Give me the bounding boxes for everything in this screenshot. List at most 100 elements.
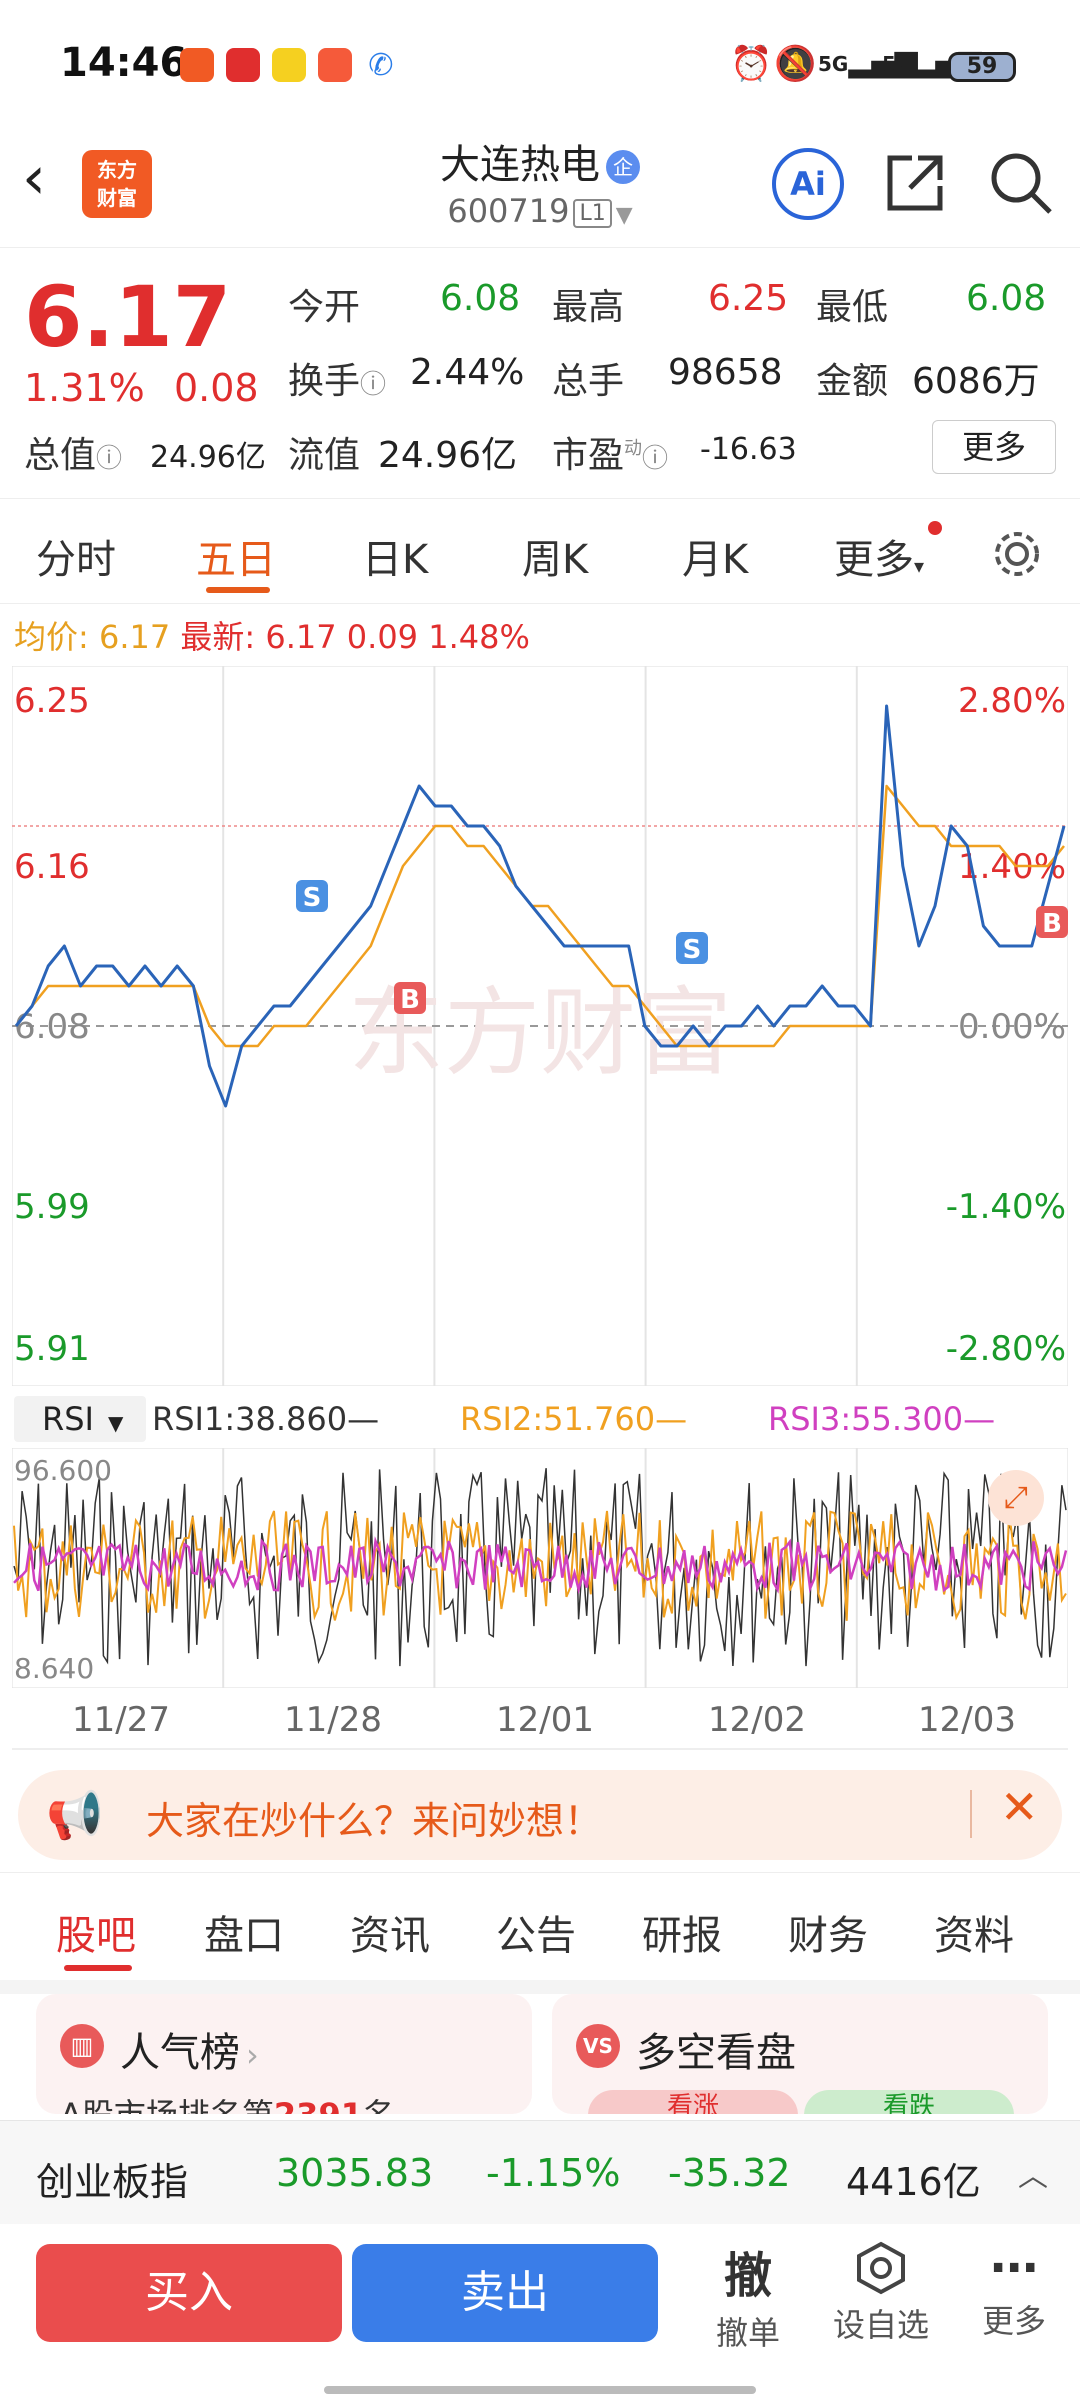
vote-down-button[interactable]: 看跌 [804,2090,1014,2114]
megaphone-icon: 📢 [46,1788,104,1842]
promo-banner[interactable]: 📢 大家在炒什么？来问妙想！ ✕ [18,1770,1062,1860]
y-axis-label: 6.16 [14,847,90,887]
date-axis: 11/27 11/28 12/01 12/02 12/03 [0,1694,1080,1744]
index-change: -35.32 [668,2151,791,2195]
divider [0,1980,1080,1994]
tab-announcements[interactable]: 公告 [496,1913,576,1959]
more-button[interactable]: ⋯ 更多 [966,2240,1062,2342]
tab-monthly-k[interactable]: 月K [682,537,749,583]
chevron-down-icon: ▾ [914,554,925,578]
bull-bear-card[interactable]: VS 多空看盘 看涨 看跌 [552,1994,1048,2114]
pe-label: 市盈动ⓘ [552,435,669,476]
app-notification-icon [180,48,214,82]
section-tabs: 股吧 盘口 资讯 公告 研报 财务 资料 [0,1872,1080,1982]
cancel-order-button[interactable]: 撤 撤单 [704,2236,792,2354]
sell-button[interactable]: 卖出 [352,2244,658,2342]
search-icon[interactable] [988,150,1054,216]
app-notification-icon [226,48,260,82]
tab-weekly-k[interactable]: 周K [522,537,589,583]
turnover-label: 换手ⓘ [288,361,387,402]
tab-news[interactable]: 资讯 [350,1913,430,1959]
close-icon[interactable]: ✕ [1000,1780,1039,1834]
expand-icon[interactable]: ⤢ [988,1470,1044,1526]
index-name: 创业板指 [36,2160,189,2204]
home-indicator [324,2386,756,2394]
index-amount: 4416亿 [846,2160,981,2204]
versus-icon: VS [576,2024,620,2068]
rsi-chart[interactable] [12,1448,1068,1688]
buy-button[interactable]: 买入 [36,2244,342,2342]
tab-financials[interactable]: 财务 [788,1913,868,1959]
y-axis-label: -2.80% [946,1329,1066,1369]
stock-title[interactable]: 大连热电企 [0,132,1080,190]
ai-assistant-icon[interactable]: Ai [772,148,844,220]
chevron-down-icon: ▼ [615,203,633,228]
rsi3-series [13,1536,1068,1595]
signal-icon: 5G▂▄▆ [818,44,918,79]
turnover-value: 2.44% [410,352,525,393]
low-label: 最低 [816,287,889,328]
open-label: 今开 [288,287,361,328]
settings-icon[interactable] [990,527,1044,581]
quote-more-button[interactable]: 更多 [932,420,1056,474]
avg-price-line: 均价: 6.17 最新: 6.17 0.09 1.48% [14,618,530,656]
more-dots-icon: ⋯ [990,2240,1038,2296]
tab-profile[interactable]: 资料 [934,1913,1014,1959]
enterprise-badge-icon: 企 [606,150,640,184]
rsi-bottom-label: 8.640 [14,1652,95,1685]
y-axis-label: 0.00% [958,1007,1066,1047]
back-icon[interactable]: ‹ [22,143,46,213]
float-cap-label: 流值 [288,435,361,476]
index-ticker-bar[interactable]: 创业板指 3035.83 -1.15% -35.32 4416亿 ︿ [0,2120,1080,2224]
indicator-selector[interactable]: RSI ▼ [14,1396,146,1442]
notification-dot [928,521,942,535]
stock-code[interactable]: 600719 L1 ▼ [447,192,633,230]
info-icon[interactable]: ⓘ [642,444,669,474]
promo-text: 大家在炒什么？来问妙想！ [146,1799,603,1843]
rsi3-value: RSI3:55.300— [768,1400,996,1438]
tab-five-day[interactable]: 五日 [196,537,276,583]
rsi1-series [13,1468,1067,1667]
rsi2-series [13,1510,1067,1621]
y-axis-label: 2.80% [958,681,1066,721]
card-subtitle: A股市场排名第2391名 [60,2090,395,2114]
add-watchlist-button[interactable]: 设自选 [826,2240,936,2346]
card-title: 人气榜 › [120,2030,259,2076]
chevron-up-icon[interactable]: ︿ [1018,2159,1048,2194]
active-tab-indicator [64,1965,132,1971]
y-axis-label: 6.25 [14,681,90,721]
index-change-percent: -1.15% [486,2151,621,2195]
tab-forum[interactable]: 股吧 [56,1913,136,1959]
app-logo[interactable]: 东方 财富 [82,150,152,218]
trade-marker [676,932,708,964]
trade-marker-label: S [303,883,322,913]
amount-label: 金额 [816,361,889,402]
trade-marker-label: S [683,935,702,965]
active-tab-indicator [206,587,270,593]
tab-research[interactable]: 研报 [642,1913,722,1959]
date-tick: 11/27 [72,1700,170,1740]
y-axis-label: 5.99 [14,1187,90,1227]
trade-marker [296,880,328,912]
date-tick: 12/02 [708,1700,806,1740]
open-value: 6.08 [440,278,521,319]
tab-intraday[interactable]: 分时 [36,537,116,583]
rsi1-value: RSI1:38.860— [152,1400,380,1438]
share-icon[interactable] [882,150,948,216]
popularity-card[interactable]: ▥ 人气榜› A股市场排名第2391名 [36,1994,532,2114]
market-cap-value: 24.96亿 [150,440,266,475]
info-icon[interactable]: ⓘ [96,444,123,474]
alarm-icon: ⏰ [730,44,773,84]
tab-more[interactable]: 更多▾ [834,537,925,583]
price-series [14,704,1066,1108]
trade-marker-label: B [400,985,420,1015]
high-value: 6.25 [708,278,789,319]
index-value: 3035.83 [276,2151,434,2195]
rsi2-value: RSI2:51.760— [460,1400,688,1438]
tab-daily-k[interactable]: 日K [362,537,429,583]
status-time: 14:46 [60,40,188,86]
info-icon[interactable]: ⓘ [360,370,387,400]
vote-up-button[interactable]: 看涨 [588,2090,798,2114]
tab-orderbook[interactable]: 盘口 [204,1913,284,1959]
